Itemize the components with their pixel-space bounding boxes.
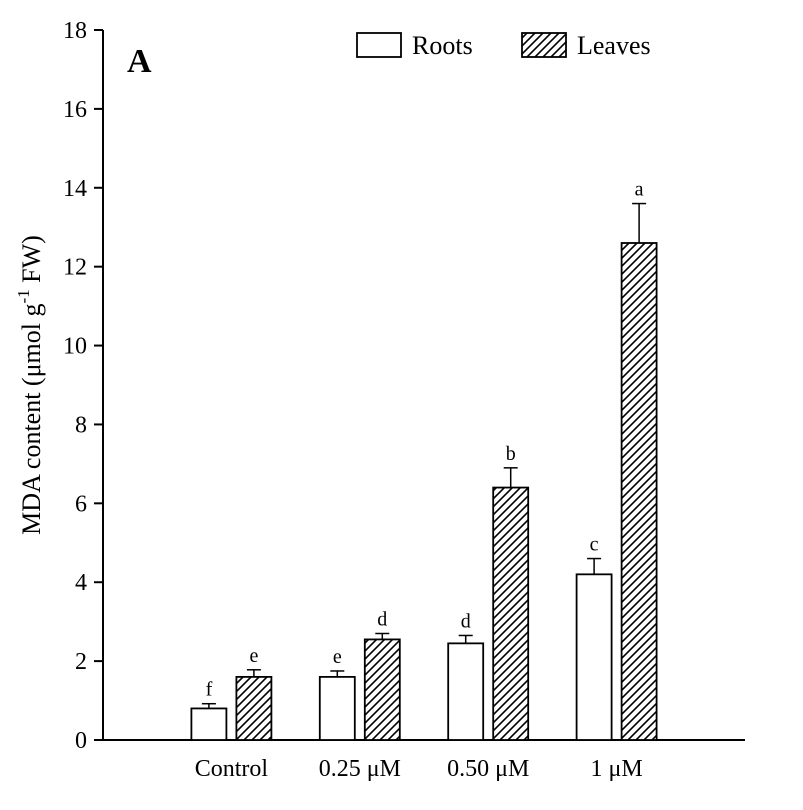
bar-leaves-3 (620, 242, 658, 741)
bar-leaves-0 (235, 675, 273, 741)
x-category-label: 0.25 μM (319, 756, 401, 782)
y-tick-label: 10 (63, 334, 87, 360)
bar-leaves-1 (363, 638, 401, 741)
bars (190, 242, 658, 741)
bar-roots-1 (318, 675, 356, 741)
panel-label: A (127, 43, 152, 80)
bar-roots-0 (190, 707, 228, 741)
y-tick-label: 14 (63, 176, 87, 202)
sig-letter: c (590, 534, 599, 556)
bar-roots-2 (447, 642, 485, 741)
y-tick-label: 18 (63, 18, 87, 44)
sig-letter: a (635, 179, 644, 201)
x-category-label: Control (195, 756, 269, 782)
legend: Roots Leaves (356, 31, 651, 60)
sig-letter: b (506, 443, 516, 465)
x-category-label: 1 μM (590, 756, 642, 782)
y-tick-label: 6 (75, 491, 87, 517)
y-tick-label: 12 (63, 255, 87, 281)
legend-swatch-roots (356, 32, 402, 58)
y-tick-label: 0 (75, 728, 87, 754)
sig-letter: f (206, 679, 213, 701)
y-axis-label: MDA content (μmol g-1 FW) (14, 235, 46, 535)
sig-letter: d (377, 609, 387, 631)
legend-swatch-leaves (521, 32, 567, 58)
y-tick-label: 16 (63, 97, 87, 123)
bar-leaves-2 (492, 486, 530, 741)
y-tick-label: 8 (75, 412, 87, 438)
x-category-label: 0.50 μM (447, 756, 529, 782)
annotations: Control f e 0.25 μM e d 0.50 μM d b 1 μM c a (195, 179, 647, 782)
bar-roots-3 (575, 573, 613, 741)
y-tick-label: 2 (75, 649, 87, 675)
legend-label-leaves: Leaves (577, 31, 651, 60)
sig-letter: e (333, 646, 342, 668)
sig-letter: e (249, 645, 258, 667)
legend-label-roots: Roots (412, 31, 473, 60)
y-tick-label: 4 (75, 570, 87, 596)
sig-letter: d (461, 610, 471, 632)
